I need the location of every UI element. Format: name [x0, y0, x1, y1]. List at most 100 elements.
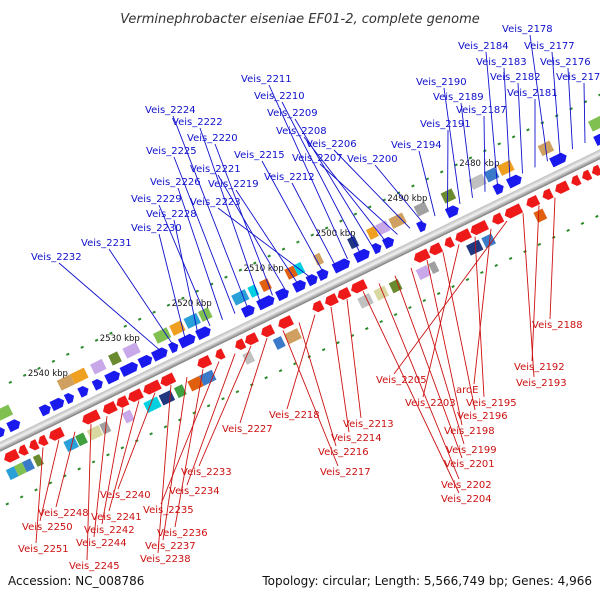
bottom-gene-label: Veis_2245	[69, 561, 120, 572]
top-leader-line	[503, 67, 511, 180]
dot-mark	[595, 214, 599, 218]
top-gene-label: Veis_2210	[254, 91, 305, 102]
dot-mark	[149, 432, 153, 436]
gene-function-block	[466, 239, 484, 256]
top-leader-line	[199, 127, 261, 302]
forward-gene	[0, 426, 5, 438]
bottom-leader-line	[330, 306, 350, 433]
dot-mark	[422, 298, 427, 303]
reverse-gene	[444, 236, 455, 248]
gene-function-block	[468, 173, 487, 190]
reverse-gene	[235, 338, 247, 350]
bottom-gene-label: Veis_2193	[516, 378, 567, 389]
gene-function-block	[242, 350, 256, 365]
bottom-leader-line	[394, 275, 463, 459]
top-gene-label: Veis_2177	[524, 41, 575, 52]
reverse-gene	[312, 300, 325, 313]
forward-gene	[49, 397, 65, 412]
bottom-leader-line	[101, 408, 124, 525]
gene-function-block	[152, 327, 172, 344]
dot-mark	[5, 502, 10, 506]
bottom-leader-line	[93, 416, 108, 538]
top-leader-line	[447, 129, 449, 211]
bottom-leader-line	[522, 213, 535, 378]
gene-function-block	[5, 466, 19, 481]
bottom-gene-label: Veis_2233	[181, 467, 232, 478]
dot-mark	[310, 233, 315, 237]
bottom-leader-line	[108, 400, 140, 512]
top-gene-label: Veis_2212	[264, 172, 315, 183]
dot-mark	[566, 228, 570, 232]
gene-function-block	[388, 212, 407, 229]
dot-mark	[451, 284, 455, 289]
gene-function-block	[63, 436, 79, 453]
bottom-leader-line	[239, 337, 268, 424]
dot-mark	[321, 348, 326, 352]
top-leader-line	[303, 136, 386, 241]
top-leader-line	[583, 82, 586, 144]
bottom-leader-line	[162, 377, 188, 541]
reverse-gene	[591, 164, 600, 176]
top-gene-label: Veis_2230	[131, 223, 182, 234]
bottom-gene-label: Veis_2201	[444, 459, 495, 470]
top-gene-label: Veis_2222	[172, 117, 223, 128]
reverse-gene	[116, 395, 130, 408]
top-leader-line	[291, 182, 336, 266]
gene-function-block	[497, 159, 515, 176]
dot-mark	[267, 254, 271, 258]
dot-mark	[580, 221, 585, 225]
bottom-leader-line	[549, 197, 556, 320]
gene-labels: Veis_2232Veis_2231Veis_2230Veis_2228Veis…	[18, 24, 600, 572]
dot-mark	[94, 338, 99, 342]
bottom-leader-line	[160, 361, 220, 505]
top-leader-line	[281, 101, 361, 253]
forward-gene	[38, 404, 51, 417]
bottom-gene-label: Veis_2205	[376, 375, 427, 386]
top-gene-label: Veis_2181	[507, 88, 558, 99]
forward-gene	[371, 243, 382, 255]
reverse-gene	[325, 293, 339, 307]
reverse-gene	[455, 228, 472, 243]
top-leader-line	[319, 163, 398, 235]
forward-gene	[275, 288, 289, 302]
bottom-gene-label: Veis_2217	[320, 467, 371, 478]
top-leader-line	[173, 156, 236, 314]
dot-mark	[336, 341, 340, 345]
reverse-gene	[504, 203, 524, 219]
top-leader-line	[567, 67, 573, 150]
dot-mark	[264, 376, 268, 380]
top-leader-line	[551, 51, 561, 156]
gene-function-block	[365, 226, 379, 240]
forward-gene	[91, 378, 103, 391]
bottom-gene-label: Veis_2235	[143, 505, 194, 516]
gene-function-block	[483, 167, 500, 183]
reverse-gene	[245, 332, 259, 346]
dot-mark	[523, 249, 527, 254]
reverse-gene	[143, 379, 162, 395]
bottom-gene-label: Veis_2213	[343, 419, 394, 430]
bottom-gene-label: Veis_2237	[145, 541, 196, 552]
dot-mark	[77, 467, 81, 471]
gene-function-block	[587, 115, 600, 132]
dot-mark	[278, 369, 283, 373]
top-gene-label: Veis_2194	[391, 140, 442, 151]
bottom-leader-line	[282, 330, 339, 467]
gene-function-block	[158, 389, 176, 406]
reverse-gene	[470, 219, 489, 236]
dot-mark	[80, 345, 84, 349]
bottom-leader-line	[473, 228, 492, 385]
gene-function-block	[231, 289, 250, 306]
gene-function-block	[388, 279, 403, 294]
scale-tick-label: 2480 kbp	[459, 159, 499, 169]
forward-gene	[104, 370, 120, 385]
bottom-leader-line	[174, 369, 204, 528]
gene-function-block	[183, 312, 201, 329]
bottom-gene-label: Veis_2241	[91, 512, 142, 523]
gene-function-block	[247, 284, 260, 298]
reverse-gene	[128, 388, 144, 403]
gene-function-block	[121, 409, 135, 424]
gene-function-block	[272, 336, 286, 350]
reverse-gene	[29, 439, 40, 451]
reverse-gene	[571, 174, 582, 187]
dot-mark	[454, 163, 458, 167]
